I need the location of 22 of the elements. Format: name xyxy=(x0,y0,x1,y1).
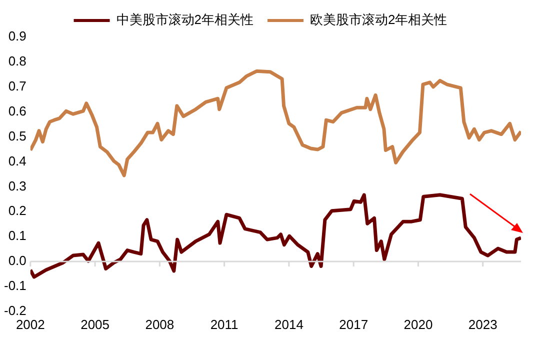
y-tick-label: 0.4 xyxy=(8,153,26,168)
y-tick-label: 0.0 xyxy=(8,253,26,268)
x-tick-label: 2023 xyxy=(468,316,498,332)
legend-label: 中美股市滚动2年相关性 xyxy=(116,12,254,28)
y-tick-label: 0.5 xyxy=(8,128,26,144)
x-tick-label: 2017 xyxy=(339,316,368,332)
legend-label: 欧美股市滚动2年相关性 xyxy=(310,12,448,28)
x-tick-label: 2011 xyxy=(210,316,238,332)
y-tick-label: 0.6 xyxy=(8,103,26,118)
y-tick-label: 0.2 xyxy=(8,203,26,218)
y-tick-label: 0.8 xyxy=(8,54,26,69)
x-tick-label: 2014 xyxy=(274,316,304,332)
y-tick-label: 0.7 xyxy=(8,78,26,94)
y-tick-label: 0.1 xyxy=(8,228,26,244)
y-tick-label: -0.2 xyxy=(4,302,26,318)
x-tick-label: 2002 xyxy=(16,316,45,332)
y-tick-label: 0.9 xyxy=(8,28,26,44)
x-tick-label: 2020 xyxy=(404,316,433,332)
y-tick-label: 0.3 xyxy=(8,178,26,194)
x-tick-label: 2008 xyxy=(145,316,174,332)
y-tick-label: -0.1 xyxy=(4,278,26,294)
x-tick-label: 2005 xyxy=(80,316,110,332)
